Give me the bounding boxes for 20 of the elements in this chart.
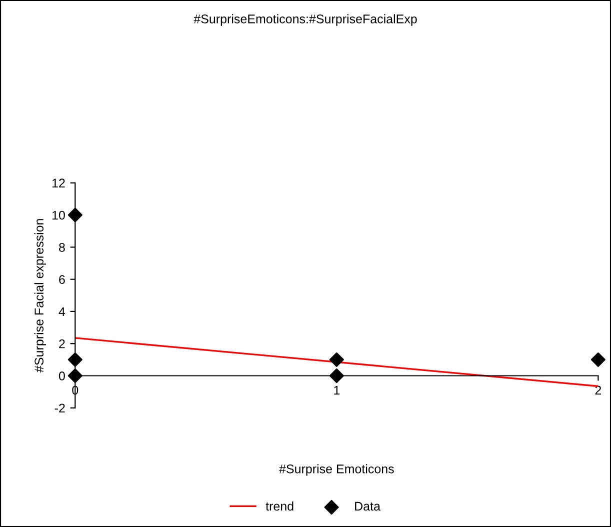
point [68,352,82,367]
legend-label: trend [266,501,294,511]
y-tick-label: 0 [58,372,65,380]
point [329,368,344,384]
chart-title: #SurpriseEmoticons:#SurpriseFacialExp [194,14,417,26]
x-tick-label: 1 [334,386,340,395]
point [329,352,344,367]
y-tick-label: -2 [54,404,65,412]
x-axis-title: #Surprise Emoticons [279,464,394,476]
point [68,368,82,384]
y-axis-title: #Surprise Facial expression [34,219,46,372]
y-tick-label: 12 [52,178,65,188]
y-tick-label: 2 [59,339,65,348]
y-tick-label: 4 [58,307,66,316]
y-tick-label: 8 [59,242,65,252]
y-tick-label: 6 [59,275,65,284]
legend-label: Data [355,502,380,511]
point [590,352,606,367]
y-tick-label: 10 [52,210,65,220]
point [68,208,82,222]
